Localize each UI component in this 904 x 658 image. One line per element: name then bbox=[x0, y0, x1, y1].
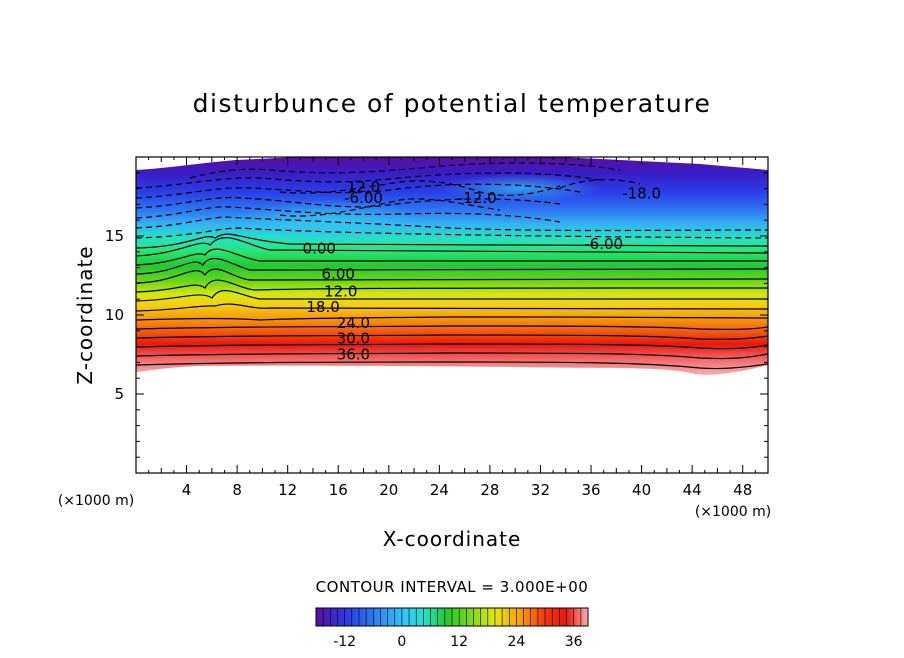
x-unit-label: (×1000 m) bbox=[695, 504, 771, 520]
contour-label: -12.0 bbox=[458, 189, 497, 207]
colorbar-tick-label: 24 bbox=[508, 634, 526, 650]
y-axis-ticks: 5 10 15 bbox=[105, 156, 768, 474]
colorbar-ticks: -12 0 12 24 36 bbox=[333, 634, 582, 650]
contour-interval-text: CONTOUR INTERVAL = 3.000E+00 bbox=[316, 578, 589, 596]
contour-label: 18.0 bbox=[306, 298, 339, 316]
contour-label: 30.0 bbox=[337, 330, 370, 348]
x-tick-label: 44 bbox=[683, 481, 702, 499]
contour-label: 12.0 bbox=[347, 178, 380, 196]
y-tick-label: 10 bbox=[105, 306, 124, 324]
x-tick-label: 40 bbox=[632, 481, 651, 499]
x-tick-label: 32 bbox=[531, 481, 550, 499]
colorbar-dividers bbox=[322, 608, 582, 626]
x-tick-label: 28 bbox=[480, 481, 499, 499]
contour-label: -18.0 bbox=[622, 184, 661, 202]
contour-label: 36.0 bbox=[337, 346, 370, 364]
x-tick-label: 36 bbox=[581, 481, 600, 499]
colorbar: -12 0 12 24 36 bbox=[315, 607, 589, 650]
x-tick-label: 24 bbox=[430, 481, 449, 499]
x-tick-label: 48 bbox=[733, 481, 752, 499]
y-tick-label: 5 bbox=[114, 385, 124, 403]
y-tick-label: 15 bbox=[105, 227, 124, 245]
contour-labels: 12.0-6.00 -12.0 -18.00.00 -6.006.0012.018.0… bbox=[303, 178, 661, 363]
contour-lines bbox=[136, 162, 768, 370]
x-tick-label: 16 bbox=[329, 481, 348, 499]
x-tick-label: 12 bbox=[278, 481, 297, 499]
x-tick-label: 4 bbox=[182, 481, 192, 499]
contour-label: 24.0 bbox=[337, 314, 370, 332]
chart-title: disturbunce of potential temperature bbox=[193, 89, 712, 118]
x-axis-ticks: 4 8 12 16 20 24 28 32 36 40 44 48 bbox=[135, 157, 769, 499]
contour-label: 6.00 bbox=[322, 265, 355, 283]
contour-label: 0.00 bbox=[303, 240, 336, 258]
colorbar-tick-label: -12 bbox=[333, 634, 356, 650]
colorbar-tick-label: 36 bbox=[565, 634, 583, 650]
x-tick-label: 20 bbox=[379, 481, 398, 499]
colorbar-tick-label: 0 bbox=[397, 634, 406, 650]
colorbar-tick-label: 12 bbox=[450, 634, 468, 650]
contour-label: -6.00 bbox=[344, 189, 383, 207]
y-axis-label: Z-coordinate bbox=[73, 245, 97, 384]
contour-label: 12.0 bbox=[324, 282, 357, 300]
upper-plume-2 bbox=[440, 174, 600, 202]
x-axis-label: X-coordinate bbox=[383, 527, 522, 551]
x-tick-label: 8 bbox=[232, 481, 242, 499]
contour-label: -6.00 bbox=[584, 235, 623, 253]
z-unit-label: (×1000 m) bbox=[58, 493, 134, 509]
plot-area bbox=[136, 157, 768, 375]
